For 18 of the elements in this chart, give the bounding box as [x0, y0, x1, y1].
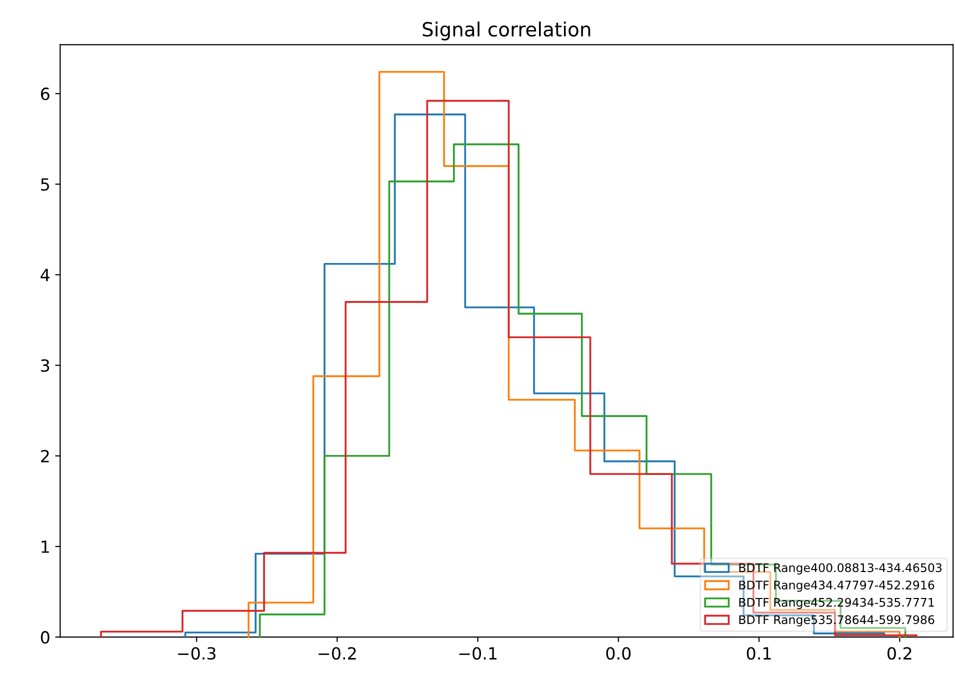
y-tick-label: 2 — [41, 450, 49, 462]
y-tick-label: 3 — [41, 359, 50, 372]
y-tick-label: 5 — [41, 178, 49, 191]
x-tick-label: −0.1 — [459, 647, 496, 660]
x-tick-label: 0.2 — [888, 647, 912, 660]
y-tick-label: 4 — [40, 268, 50, 282]
legend-label: BDTF Range434.47797-452.2916 — [739, 580, 934, 592]
x-tick-label: −0.3 — [178, 647, 216, 660]
chart-title: Signal correlation — [422, 22, 590, 40]
y-tick-label: 6 — [41, 88, 50, 100]
legend-label: BDTF Range535.78644-599.7986 — [739, 615, 934, 626]
x-tick-label: −0.2 — [318, 647, 356, 660]
legend-label: BDTF Range452.29434-535.7771 — [739, 598, 934, 610]
x-tick-label: 0.0 — [606, 647, 631, 660]
x-tick-label: 0.1 — [746, 647, 771, 660]
y-tick-label: 1 — [42, 540, 49, 553]
legend-label: BDTF Range400.08813-434.46503 — [739, 563, 942, 574]
y-tick-label: 0 — [40, 631, 50, 644]
